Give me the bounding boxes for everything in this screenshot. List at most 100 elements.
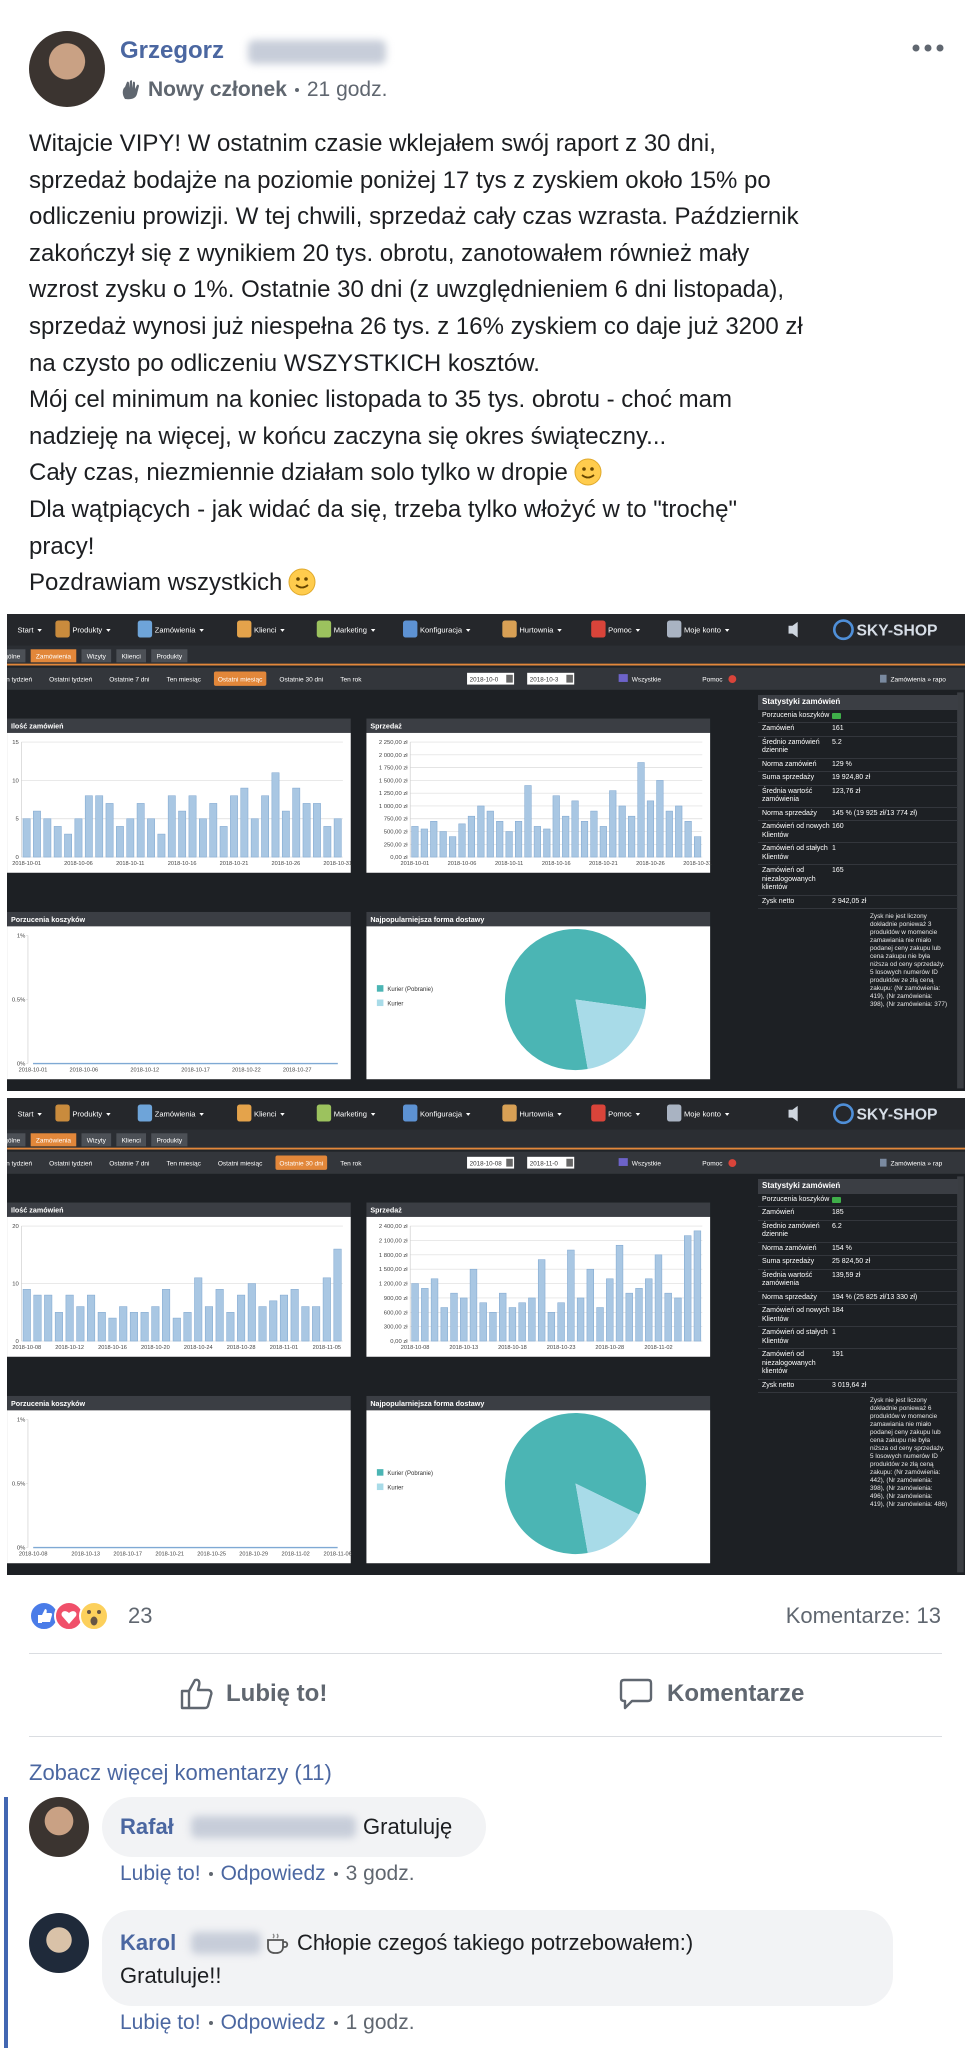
y-tick-label: 15 [12, 740, 19, 746]
stats-value: 25 824,50 zł [832, 1258, 871, 1265]
post-time[interactable]: 21 godz. [306, 78, 388, 101]
period-filter[interactable]: Ten tydzień [7, 676, 33, 683]
x-tick-label: 2018-10-06 [448, 861, 477, 867]
tab: Ogólne [7, 1137, 21, 1144]
period-filter[interactable]: Ten miesiąc [166, 1160, 201, 1167]
period-filter[interactable]: Ostatnie 30 dni [279, 1160, 323, 1167]
like-icon[interactable] [179, 1676, 215, 1712]
bar [43, 818, 52, 858]
period-filter[interactable]: Ostatnie 30 dni [279, 676, 323, 683]
y-tick-label: 250,00 zł [384, 842, 409, 848]
status-icon [832, 1196, 841, 1203]
bar [469, 1268, 478, 1342]
comment-icon[interactable] [618, 1677, 654, 1711]
bar [609, 790, 617, 858]
period-filter[interactable]: Ten rok [340, 676, 362, 683]
nav-icon [55, 620, 70, 638]
tab-box [7, 649, 26, 663]
comment-reply[interactable]: Odpowiedz [220, 1862, 326, 1885]
comment-author[interactable]: Karol [120, 1930, 177, 1955]
stats-note: Zysk nie jest liczony dokładnie ponieważ… [870, 913, 948, 1008]
stats-row: Zysk netto 3 019,64 zł [758, 1380, 958, 1393]
author-name[interactable]: Grzegorz [120, 37, 225, 64]
stats-panel: Statystyki zamówień Porzucenia koszyków Za… [758, 1179, 958, 1509]
stats-value: 1 [832, 1329, 836, 1336]
like-button[interactable]: Lubię to! [226, 1680, 328, 1707]
bar [537, 1259, 546, 1342]
period-filter[interactable]: Ostatni tydzień [49, 676, 92, 683]
bar [586, 1268, 594, 1342]
more-comments-link[interactable]: Zobacz więcej komentarzy (11) [29, 1760, 332, 1785]
reaction-icons[interactable] [29, 1600, 119, 1632]
bar [126, 818, 135, 858]
tab-box [151, 1133, 188, 1147]
period-filter[interactable]: Ten rok [340, 1160, 362, 1167]
nav-item: Pomoc [608, 1109, 632, 1118]
commenter-avatar[interactable] [29, 1913, 89, 1973]
author-avatar[interactable] [29, 31, 105, 107]
bar [421, 1288, 429, 1342]
period-filter[interactable]: Ostatnie 7 dni [109, 1160, 150, 1167]
comment-time[interactable]: 3 godz. [345, 1862, 415, 1885]
reaction-count[interactable]: 23 [128, 1603, 153, 1628]
period-filter[interactable]: Ostatni miesiąc [218, 676, 263, 683]
x-tick-label: 2018-10-31 [683, 861, 712, 867]
x-tick-label: 2018-10-28 [227, 1345, 256, 1351]
logo: SKY-SHOP [856, 623, 937, 640]
legend-label: Kurier [387, 1485, 403, 1491]
stats-value: 185 [832, 1209, 844, 1216]
nav-item: Konfiguracja [420, 1109, 463, 1118]
bar [675, 805, 683, 858]
period-filter[interactable]: Ostatni tydzień [49, 1160, 92, 1167]
comment-author[interactable]: Rafał [120, 1814, 174, 1839]
y-tick-label: 0.5% [12, 1481, 26, 1487]
period-filter[interactable]: Ostatni miesiąc [218, 1160, 263, 1167]
tab-bar [7, 1129, 965, 1151]
bar [606, 1278, 614, 1342]
separator [208, 1872, 213, 1876]
period-filter[interactable]: Ostatnie 7 dni [109, 676, 150, 683]
bar [590, 810, 598, 858]
x-tick-label: 2018-10-21 [155, 1551, 184, 1557]
stats-row: Porzucenia koszyków [758, 1194, 958, 1207]
post-text-line: Dla wątpiących - jak widać da się, trzeb… [29, 496, 737, 523]
post-text-line: Mój cel minimum na koniec listopada to 3… [29, 386, 732, 414]
stats-value: 194 % (25 825 zł/13 330 zł) [832, 1293, 918, 1301]
post-menu[interactable] [912, 42, 944, 54]
comment-text: Chłopie czegoś takiego potrzebowałem:) [297, 1930, 694, 1955]
period-filter[interactable]: Ten miesiąc [166, 676, 201, 683]
x-tick-label: 2018-10-26 [272, 861, 301, 867]
comment-button[interactable]: Komentarze [667, 1680, 805, 1707]
separator [333, 2021, 338, 2025]
comment-count[interactable]: Komentarze: 13 [785, 1603, 941, 1628]
bar [524, 785, 532, 858]
bar [84, 795, 93, 858]
period-filter[interactable]: Ten tydzień [7, 1160, 33, 1167]
bar [271, 772, 280, 858]
blurred-surname [191, 1932, 261, 1954]
x-tick-label: 2018-10-08 [401, 1345, 430, 1351]
bar [226, 1312, 235, 1342]
stats-label: Średnia wartość zamówienia [762, 1271, 813, 1288]
bar [664, 1292, 672, 1342]
comment-like[interactable]: Lubię to! [120, 2011, 201, 2034]
comment-reply[interactable]: Odpowiedz [220, 2011, 326, 2034]
bar [240, 787, 249, 858]
nav-icon [237, 1104, 252, 1122]
comment-time[interactable]: 1 godz. [345, 2011, 415, 2034]
separator [208, 2021, 213, 2025]
bar [665, 810, 673, 858]
bar [53, 826, 62, 858]
commenter-avatar[interactable] [29, 1797, 89, 1857]
stats-row: Średnio zamówień dziennie 5.2 [758, 737, 958, 759]
legend-label: Kurier [387, 1001, 403, 1007]
date-text: 2018-10-0 [470, 676, 499, 683]
caret [370, 1113, 376, 1116]
bar [528, 1297, 536, 1342]
stats-value: 165 [832, 867, 844, 874]
comment-like[interactable]: Lubię to! [120, 1862, 201, 1885]
nav-icon [237, 620, 252, 638]
caret [199, 1113, 204, 1116]
post-text-line: na czysto po odliczeniu WSZYSTKICH koszt… [29, 349, 540, 377]
